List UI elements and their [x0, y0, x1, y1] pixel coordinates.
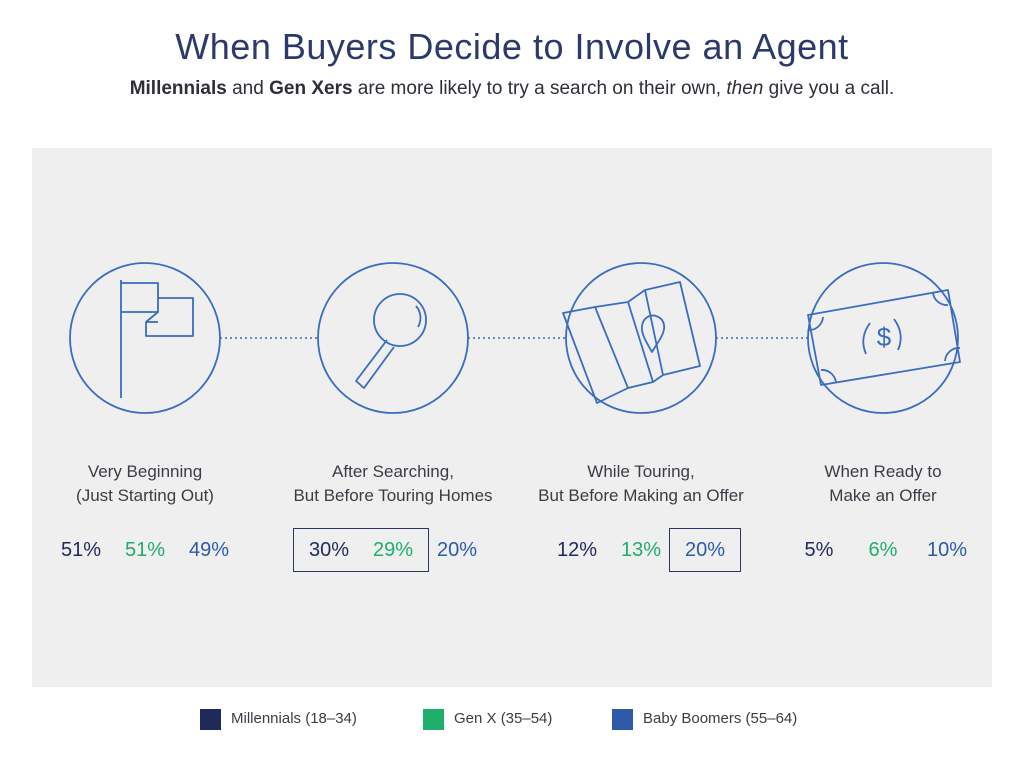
subtitle-text-3: give you a call. — [763, 78, 895, 99]
highlight-box — [293, 528, 429, 572]
legend: Millennials (18–34) Gen X (35–54) Baby Boo… — [0, 708, 1024, 732]
value-genx: 13% — [620, 539, 662, 561]
stage-label-line-2: But Before Making an Offer — [538, 486, 744, 505]
chart-panel — [32, 148, 992, 687]
value-genx: 51% — [124, 539, 166, 561]
page-subtitle: Millennials and Gen Xers are more likely… — [0, 78, 1024, 100]
page-title: When Buyers Decide to Involve an Agent — [175, 26, 849, 67]
subtitle-bold-millennials: Millennials — [129, 78, 227, 99]
dollar-bill-icon: $ — [807, 262, 961, 414]
subtitle-text-1: and — [226, 78, 270, 99]
subtitle-italic-then: then — [726, 78, 764, 99]
magnifier-icon — [317, 262, 469, 414]
stage-label-line-2: (Just Starting Out) — [76, 486, 214, 505]
value-millennials: 5% — [804, 539, 834, 561]
value-millennials: 51% — [60, 539, 102, 561]
stage-values-row-3: 12% 13% 20% — [511, 528, 771, 574]
legend-label: Gen X (35–54) — [454, 710, 553, 727]
map-pin-icon — [562, 262, 717, 414]
value-millennials: 30% — [308, 539, 350, 561]
stage-label-line-1: After Searching, — [332, 462, 454, 481]
stage-values-row-1: 51% 51% 49% — [15, 528, 275, 574]
stage-label-line-1: When Ready to — [824, 462, 942, 481]
value-boomers: 20% — [436, 539, 478, 561]
stage-label-4: When Ready to Make an Offer — [753, 460, 1013, 508]
value-millennials: 12% — [556, 539, 598, 561]
stage-label-line-1: While Touring, — [587, 462, 695, 481]
svg-text:$: $ — [877, 322, 892, 352]
stage-values-row-4: 5% 6% 10% — [753, 528, 1013, 574]
stage-label-3: While Touring, But Before Making an Offer — [511, 460, 771, 508]
stage-label-line-1: Very Beginning — [87, 462, 203, 481]
legend-swatch — [423, 709, 444, 730]
highlight-box — [669, 528, 741, 572]
value-boomers: 10% — [926, 539, 968, 561]
stage-label-1: Very Beginning (Just Starting Out) — [15, 460, 275, 508]
stage-label-2: After Searching, But Before Touring Homes — [263, 460, 523, 508]
subtitle-bold-genx: Gen Xers — [269, 78, 353, 99]
legend-swatch — [200, 709, 221, 730]
stage-label-line-2: Make an Offer — [829, 486, 937, 505]
legend-label: Baby Boomers (55–64) — [643, 710, 798, 727]
value-genx: 29% — [372, 539, 414, 561]
value-boomers: 20% — [684, 539, 726, 561]
stage-values-row-2: 30% 29% 20% — [263, 528, 523, 574]
value-boomers: 49% — [188, 539, 230, 561]
subtitle-text-2: are more likely to try a search on their… — [352, 78, 727, 99]
legend-label: Millennials (18–34) — [231, 710, 357, 727]
stage-label-line-2: But Before Touring Homes — [293, 486, 493, 505]
value-genx: 6% — [868, 539, 898, 561]
legend-swatch — [612, 709, 633, 730]
flag-icon — [69, 262, 221, 414]
